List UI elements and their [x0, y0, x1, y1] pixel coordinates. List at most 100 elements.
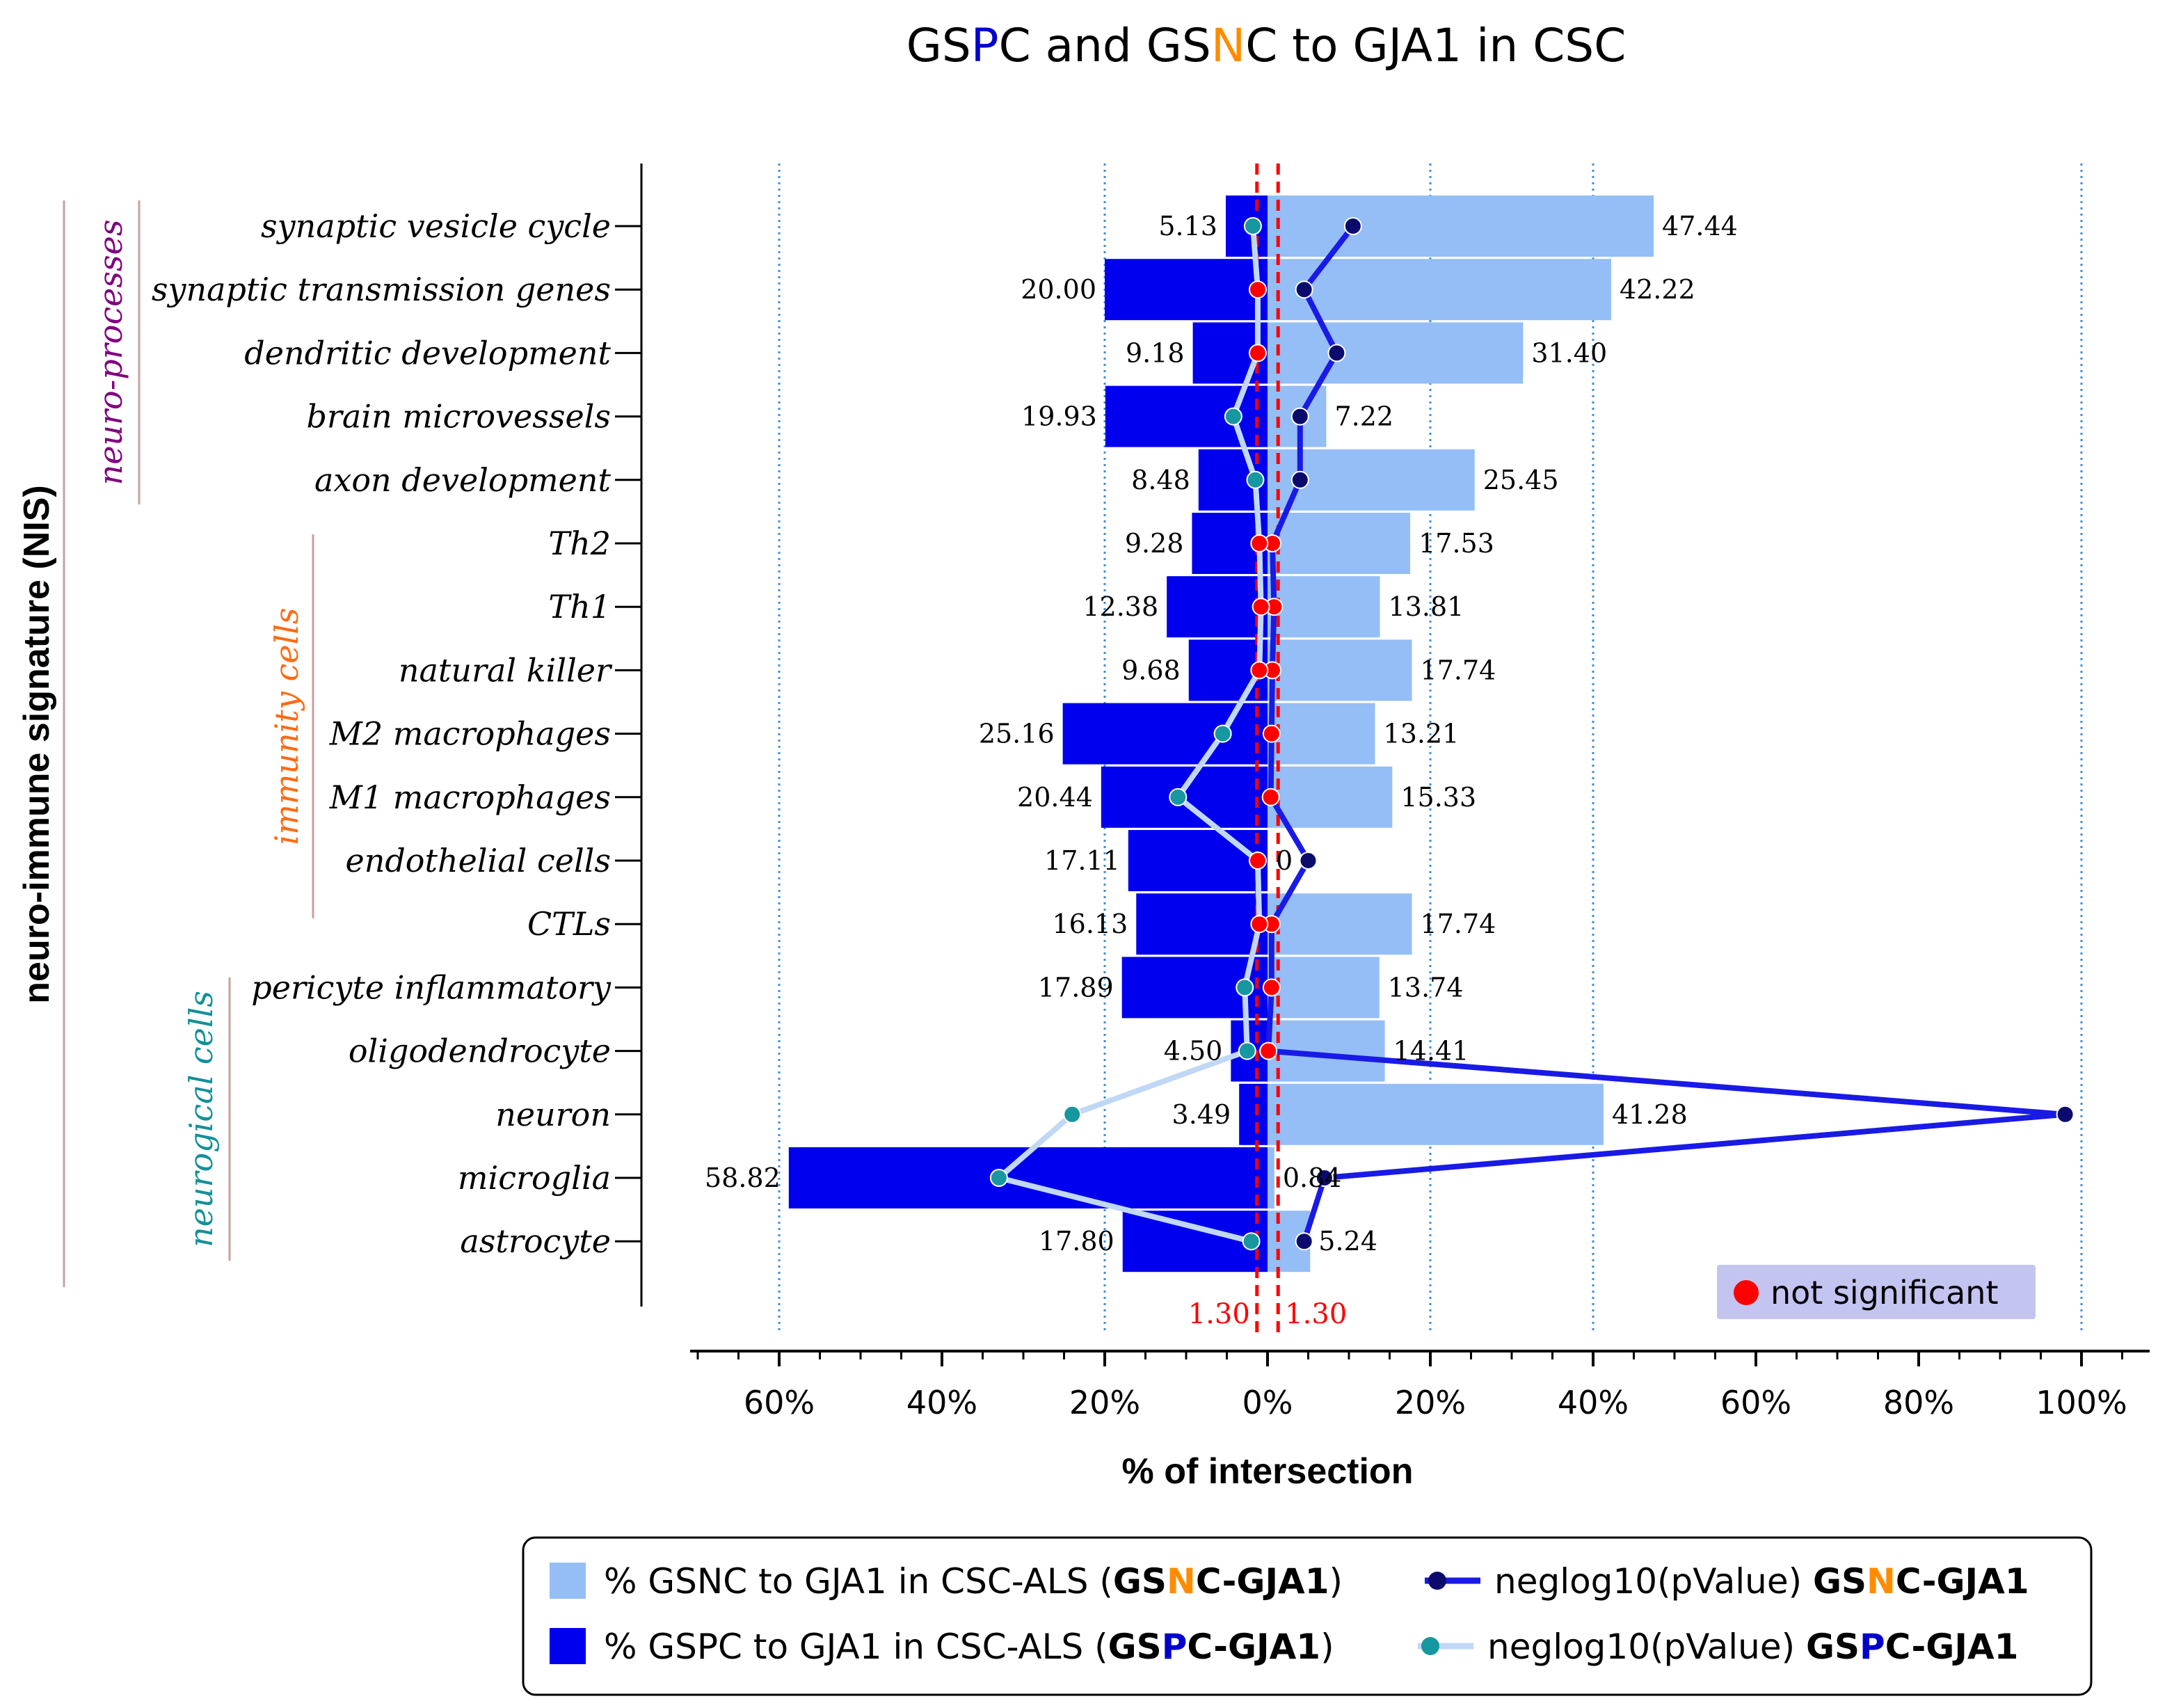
bar-gsnc-pericyte-inflammatory	[1268, 957, 1380, 1019]
value-label-gsnc-ctls: 17.74	[1421, 909, 1496, 939]
group-label-immunity-cells: immunity cells	[268, 607, 305, 845]
legend-frame	[522, 1536, 2093, 1696]
bar-gspc-th1	[1167, 576, 1268, 638]
category-label-m2-macrophages: M2 macrophages	[329, 715, 611, 753]
category-label-oligodendrocyte: oligodendrocyte	[349, 1032, 611, 1070]
value-label-gspc-endothelial-cells: 17.11	[1044, 845, 1120, 876]
pvalue-marker-1-dendritic-development	[1248, 344, 1267, 362]
legend-marker-3	[1421, 1637, 1439, 1655]
chart-title-part-2: C and GS	[999, 19, 1211, 72]
pvalue-marker-1-m1-macrophages	[1169, 788, 1188, 806]
pvalue-marker-0-oligodendrocyte	[1259, 1041, 1278, 1060]
bar-gsnc-ctls	[1268, 893, 1412, 955]
category-label-pericyte-inflammatory: pericyte inflammatory	[251, 968, 612, 1006]
pvalue-marker-1-pericyte-inflammatory	[1236, 978, 1254, 997]
axes: 60% 40% 20% 0% 20% 40% 60% 80% 100%	[615, 163, 2150, 1421]
bar-gsnc-th2	[1268, 513, 1411, 574]
legend-label-2-part-4: )	[1320, 1627, 1334, 1667]
value-label-gspc-natural-killer: 9.68	[1121, 655, 1181, 685]
value-label-gsnc-neuron: 41.28	[1612, 1099, 1688, 1130]
bar-gsnc-synaptic-transmission-genes	[1268, 259, 1611, 321]
value-label-gspc-m1-macrophages: 20.44	[1017, 782, 1093, 813]
legend-label-0-part-2: N	[1167, 1561, 1196, 1602]
value-label-gsnc-astrocyte: 5.24	[1318, 1226, 1377, 1256]
legend-label-3-part-0: neglog10(pValue)	[1487, 1627, 1806, 1667]
bar-gspc-ctls	[1136, 893, 1268, 955]
category-label-ctls: CTLs	[527, 905, 611, 943]
value-label-gsnc-th1: 13.81	[1389, 591, 1464, 622]
bar-gsnc-microglia	[1268, 1147, 1274, 1208]
legend-label-0-part-4: )	[1329, 1561, 1343, 1602]
legend-label-1-part-0: neglog10(pValue)	[1494, 1561, 1813, 1602]
value-label-gsnc-m2-macrophages: 13.21	[1384, 719, 1460, 749]
pvalue-marker-0-astrocyte	[1295, 1232, 1313, 1251]
value-label-gspc-th2: 9.28	[1125, 528, 1184, 559]
legend-label-2-part-3: C-GJA1	[1187, 1627, 1320, 1667]
legend-label-1-part-3: C-GJA1	[1896, 1561, 2029, 1602]
value-label-gspc-microglia: 58.82	[705, 1163, 781, 1193]
group-label-neuro-processes: neuro-processes	[92, 220, 129, 486]
pvalue-marker-1-neuron	[1063, 1105, 1082, 1124]
value-label-gsnc-th2: 17.53	[1418, 528, 1494, 559]
bar-gspc-endothelial-cells	[1128, 830, 1268, 891]
legend-label-0-part-1: GS	[1113, 1561, 1167, 1602]
legend-label-2: % GSPC to GJA1 in CSC-ALS (GSPC-GJA1)	[604, 1627, 1334, 1667]
pvalue-marker-1-synaptic-transmission-genes	[1248, 280, 1267, 299]
legend-label-2-part-2: P	[1162, 1627, 1188, 1667]
value-label-gsnc-pericyte-inflammatory: 13.74	[1388, 972, 1464, 1003]
legend-label-3: neglog10(pValue) GSPC-GJA1	[1487, 1627, 2018, 1667]
value-label-gsnc-microglia: 0.84	[1283, 1163, 1342, 1193]
category-label-m1-macrophages: M1 macrophages	[329, 779, 611, 816]
category-label-axon-development: axon development	[314, 461, 612, 499]
value-label-gspc-dendritic-development: 9.18	[1126, 337, 1185, 368]
pvalue-lines	[989, 217, 2075, 1251]
value-labels: 5.13 47.44 20.00 42.22 9.18 31.40 19.93 7.22 8.4…	[705, 211, 1738, 1256]
category-label-endothelial-cells: endothelial cells	[345, 842, 611, 879]
legend-swatch-2	[550, 1628, 586, 1664]
bar-gsnc-natural-killer	[1268, 639, 1412, 701]
pvalue-marker-0-m1-macrophages	[1261, 788, 1280, 806]
pvalue-marker-1-th1	[1252, 598, 1270, 616]
chart-title: GSPC and GSNC to GJA1 in CSC	[906, 19, 1627, 72]
pvalue-marker-0-neuron	[2056, 1105, 2075, 1124]
bar-gsnc-m2-macrophages	[1268, 703, 1375, 765]
category-label-th2: Th2	[548, 525, 611, 562]
category-labels: synaptic vesicle cycle synaptic transmiss…	[152, 207, 613, 1260]
x-tick-label-100: 100%	[2036, 1384, 2127, 1421]
legend: % GSNC to GJA1 in CSC-ALS (GSNC-GJA1) neg…	[522, 1536, 2093, 1696]
chart-title-part-1: P	[971, 19, 999, 72]
value-label-gspc-pericyte-inflammatory: 17.89	[1038, 972, 1114, 1003]
legend-label-3-part-2: P	[1860, 1627, 1885, 1667]
bar-gsnc-th1	[1268, 576, 1380, 638]
category-label-natural-killer: natural killer	[399, 651, 613, 689]
value-label-gsnc-axon-development: 25.45	[1483, 465, 1559, 495]
bar-gsnc-m1-macrophages	[1268, 766, 1393, 828]
pvalue-marker-0-microglia	[1315, 1169, 1334, 1187]
x-tick-label-80: 80%	[1883, 1384, 1954, 1421]
category-label-synaptic-transmission-genes: synaptic transmission genes	[152, 271, 611, 308]
legend-label-1-part-1: GS	[1813, 1561, 1867, 1602]
value-label-gsnc-synaptic-transmission-genes: 42.22	[1620, 274, 1695, 305]
value-label-gspc-astrocyte: 17.80	[1039, 1226, 1114, 1256]
category-label-microglia: microglia	[458, 1159, 611, 1197]
pvalue-marker-0-axon-development	[1290, 470, 1309, 489]
category-label-th1: Th1	[548, 588, 611, 625]
pvalue-marker-1-brain-microvessels	[1224, 407, 1242, 426]
y-axis-title: neuro-immune signature (NIS)	[17, 485, 57, 1003]
pvalue-marker-0-brain-microvessels	[1290, 407, 1309, 426]
category-label-brain-microvessels: brain microvessels	[306, 398, 611, 436]
threshold-label-1: 1.30	[1285, 1298, 1347, 1330]
chart-title-part-3: N	[1211, 19, 1245, 72]
value-label-gspc-axon-development: 8.48	[1131, 465, 1190, 495]
bar-gsnc-synaptic-vesicle-cycle	[1268, 195, 1654, 257]
value-label-gspc-neuron: 3.49	[1172, 1099, 1231, 1130]
pvalue-marker-1-oligodendrocyte	[1238, 1041, 1256, 1060]
not-significant-badge: not significant	[1717, 1265, 2036, 1319]
pvalue-marker-0-m2-macrophages	[1262, 724, 1281, 743]
pvalue-marker-1-th2	[1250, 534, 1269, 552]
value-label-gspc-synaptic-transmission-genes: 20.00	[1021, 274, 1096, 305]
bars	[788, 195, 1654, 1272]
category-label-astrocyte: astrocyte	[460, 1222, 611, 1260]
